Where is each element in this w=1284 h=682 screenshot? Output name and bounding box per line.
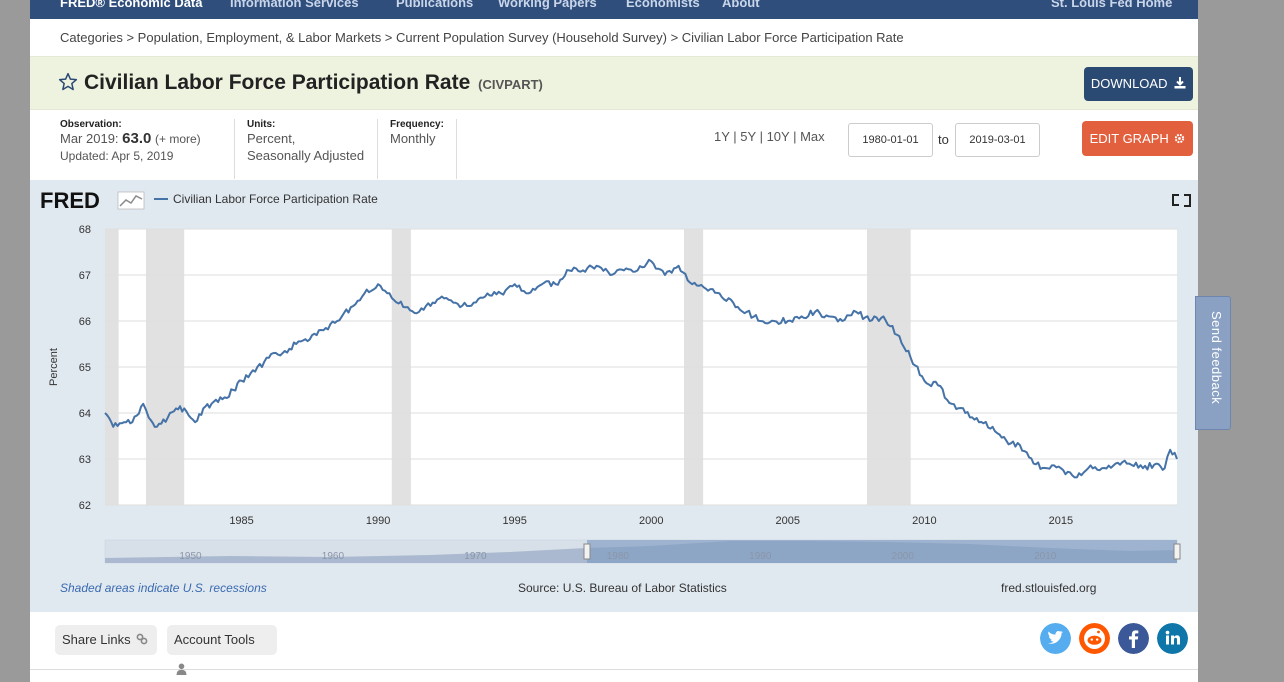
updated-date: Updated: Apr 5, 2019 [60, 149, 174, 163]
share-links-label: Share Links [62, 632, 131, 647]
download-label: DOWNLOAD [1090, 76, 1168, 91]
navigator-year-labels: 1950 1960 1970 1980 1990 2000 2010 [179, 551, 1056, 562]
units-block: Units: Percent, Seasonally Adjusted [247, 119, 378, 179]
edit-graph-button[interactable]: EDIT GRAPH [1082, 121, 1193, 156]
page-title: Civilian Labor Force Participation Rate … [84, 71, 543, 95]
reddit-icon[interactable] [1079, 623, 1110, 654]
fred-logo-badge [117, 191, 145, 210]
facebook-icon[interactable] [1118, 623, 1149, 654]
y-tick-label: 62 [79, 500, 91, 512]
frequency-block: Frequency: Monthly [390, 119, 457, 179]
range-5y[interactable]: 5Y [740, 129, 756, 144]
fullscreen-icon[interactable] [1172, 194, 1191, 207]
bottom-toolbar: Share Links Account Tools [30, 612, 1198, 675]
send-feedback-tab[interactable]: Send feedback [1195, 296, 1231, 430]
frequency-label: Frequency: [390, 119, 444, 130]
y-tick-label: 66 [79, 316, 91, 328]
breadcrumb[interactable]: Categories > Population, Employment, & L… [60, 30, 904, 45]
range-max[interactable]: Max [800, 129, 825, 144]
observation-block: Observation: Mar 2019: 63.0 (+ more) Upd… [60, 119, 235, 179]
navigator-year-label: 2000 [892, 551, 915, 562]
navigator-year-label: 1950 [179, 551, 202, 562]
nav-brand-link[interactable]: FRED® Economic Data [60, 0, 203, 10]
x-tick-label: 2000 [639, 515, 663, 527]
navigator-left-handle[interactable] [583, 543, 591, 560]
units-label: Units: [247, 119, 276, 130]
navigator-right-handle[interactable] [1173, 543, 1181, 560]
fred-logo-line [119, 195, 143, 207]
nav-st-louis-fed-home[interactable]: St. Louis Fed Home [1051, 0, 1173, 10]
recession-note[interactable]: Shaded areas indicate U.S. recessions [60, 581, 267, 595]
download-icon [1174, 77, 1186, 89]
link-icon [136, 633, 148, 645]
range-navigator[interactable]: 1950 1960 1970 1980 1990 2000 2010 [104, 539, 1181, 564]
account-tools-label: Account Tools [174, 632, 255, 647]
y-tick-label: 67 [79, 270, 91, 282]
x-tick-label: 1985 [229, 515, 253, 527]
chart[interactable]: FRED Civilian Labor Force Participation … [30, 180, 1198, 612]
more-observations-link[interactable]: (+ more) [155, 132, 201, 146]
nav-information-services[interactable]: Information Services [230, 0, 359, 10]
units-line-2: Seasonally Adjusted [247, 148, 365, 163]
navigator-year-label: 2010 [1034, 551, 1057, 562]
range-links: 1Y | 5Y | 10Y | Max [714, 129, 825, 144]
fred-site-link[interactable]: fred.stlouisfed.org [1001, 581, 1096, 595]
fred-logo-text: FRED [40, 188, 100, 213]
account-tools-button[interactable]: Account Tools [167, 625, 277, 675]
download-button[interactable]: DOWNLOAD [1084, 67, 1193, 101]
fred-page: FRED® Economic Data Information Services… [30, 0, 1198, 682]
y-axis-ticks: 62 63 64 65 66 67 68 [79, 224, 91, 512]
range-10y[interactable]: 10Y [766, 129, 790, 144]
y-tick-label: 68 [79, 224, 91, 236]
edit-graph-label: EDIT GRAPH [1089, 131, 1169, 146]
gear-icon [1175, 133, 1185, 144]
x-tick-label: 1995 [502, 515, 526, 527]
legend-label: Civilian Labor Force Participation Rate [173, 192, 378, 206]
source-note: Source: U.S. Bureau of Labor Statistics [518, 581, 727, 595]
frequency-value: Monthly [390, 131, 436, 146]
nav-about[interactable]: About [722, 0, 760, 10]
x-tick-label: 2015 [1049, 515, 1073, 527]
nav-publications[interactable]: Publications [396, 0, 474, 10]
share-links-button[interactable]: Share Links [55, 625, 157, 655]
navigator-selection[interactable] [587, 540, 1177, 563]
x-tick-label: 1990 [366, 515, 390, 527]
gridlines [105, 228, 1177, 506]
navigator-year-label: 1960 [322, 551, 345, 562]
linkedin-icon[interactable] [1157, 623, 1188, 654]
y-tick-label: 65 [79, 362, 91, 374]
navigator-year-label: 1990 [749, 551, 772, 562]
top-navigation: FRED® Economic Data Information Services… [30, 0, 1198, 19]
series-line-civpart [104, 258, 1178, 479]
x-tick-label: 2005 [776, 515, 800, 527]
range-1y[interactable]: 1Y [714, 129, 730, 144]
x-axis-ticks: 1985 1990 1995 2000 2005 2010 2015 [229, 515, 1073, 527]
date-to-label: to [938, 132, 949, 147]
navigator-year-label: 1980 [607, 551, 630, 562]
series-id: (CIVPART) [478, 77, 543, 92]
graph-area: FRED Civilian Labor Force Participation … [30, 180, 1198, 612]
fred-logo: FRED [40, 188, 145, 213]
x-tick-label: 2010 [912, 515, 936, 527]
observation-label: Observation: [60, 119, 122, 130]
observation-date: Mar 2019: [60, 131, 119, 146]
nav-economists[interactable]: Economists [626, 0, 700, 10]
y-axis-label: Percent [48, 348, 60, 386]
series-title: Civilian Labor Force Participation Rate [84, 71, 471, 94]
nav-working-papers[interactable]: Working Papers [498, 0, 597, 10]
user-icon [176, 663, 187, 675]
y-tick-label: 64 [79, 408, 91, 420]
end-date-input[interactable]: 2019-03-01 [955, 123, 1040, 157]
twitter-icon[interactable] [1040, 623, 1071, 654]
star-icon[interactable] [58, 72, 78, 92]
units-line-1: Percent, [247, 131, 296, 146]
start-date-input[interactable]: 1980-01-01 [848, 123, 933, 157]
send-feedback-label: Send feedback [1209, 311, 1224, 405]
observation-value: 63.0 [122, 130, 152, 147]
y-tick-label: 63 [79, 454, 91, 466]
navigator-year-label: 1970 [464, 551, 487, 562]
title-bar: Civilian Labor Force Participation Rate … [30, 56, 1198, 110]
